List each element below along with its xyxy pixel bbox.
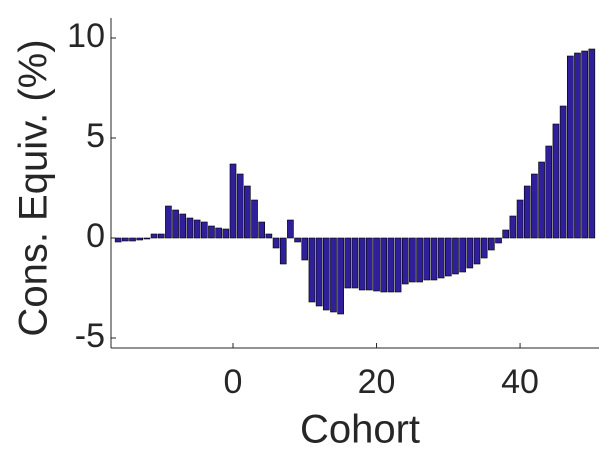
bar: [351, 237, 359, 289]
bar: [122, 237, 129, 242]
bar: [516, 199, 524, 239]
x-tick-label: 0: [224, 363, 243, 401]
bar: [186, 217, 194, 239]
bar: [380, 237, 388, 293]
bar: [322, 237, 330, 311]
bar: [251, 199, 258, 239]
y-axis-label: Cons. Equiv. (%): [12, 39, 56, 336]
bar: [531, 173, 538, 239]
x-tick-label: 40: [501, 363, 539, 401]
bar: [523, 185, 531, 239]
bar: [509, 215, 517, 239]
bar: [143, 237, 151, 240]
bar: [193, 219, 201, 239]
bar: [200, 221, 208, 239]
y-tick-label: 5: [86, 117, 105, 155]
bar: [459, 237, 466, 273]
bar: [208, 225, 215, 239]
x-tick-label: 20: [358, 363, 396, 401]
bar: [287, 219, 294, 239]
bar: [279, 237, 287, 265]
bar: [581, 50, 588, 239]
bar: [552, 123, 560, 239]
bar: [466, 237, 474, 269]
bar: [545, 145, 553, 239]
bar: [373, 237, 380, 292]
bar: [114, 237, 122, 243]
bar: [315, 237, 323, 307]
bar: [129, 237, 136, 242]
bar: [566, 55, 574, 239]
bar: [538, 161, 545, 239]
bar: [358, 237, 366, 291]
bar: [473, 237, 481, 265]
bar: [394, 237, 402, 293]
bar: [423, 237, 431, 281]
bar: [337, 237, 344, 315]
bar: [559, 105, 567, 239]
bar: [229, 163, 237, 239]
bar: [588, 48, 596, 239]
y-tick-label: 0: [86, 217, 105, 255]
bar: [157, 233, 165, 239]
bar: [480, 237, 488, 259]
bar: [574, 52, 581, 239]
bar: [294, 237, 301, 243]
bar: [444, 237, 452, 277]
bar: [265, 233, 273, 239]
bar: [258, 221, 266, 239]
bar: [416, 237, 423, 283]
bar: [236, 173, 244, 239]
bar: [488, 237, 495, 251]
bar: [452, 237, 459, 275]
x-axis-label: Cohort: [300, 408, 420, 449]
bar: [244, 185, 251, 239]
bar: [409, 237, 416, 283]
bar: [222, 228, 230, 239]
bar: [387, 237, 395, 293]
bar: [172, 209, 179, 239]
bar: [272, 237, 280, 249]
bar: [366, 237, 373, 291]
bar: [437, 237, 445, 279]
y-tick-label: -5: [75, 317, 105, 355]
bar: [495, 237, 502, 244]
bar: [330, 237, 337, 313]
bar: [344, 237, 352, 289]
bar: [430, 237, 438, 281]
y-tick-label: 10: [67, 17, 105, 55]
bar: [301, 237, 309, 261]
bar: [150, 233, 158, 239]
bar: [215, 227, 222, 239]
bar: [136, 237, 144, 241]
bar: [165, 205, 172, 239]
bar: [308, 237, 316, 303]
bar: [401, 237, 409, 285]
bar: [502, 229, 510, 239]
bar: [179, 213, 187, 239]
